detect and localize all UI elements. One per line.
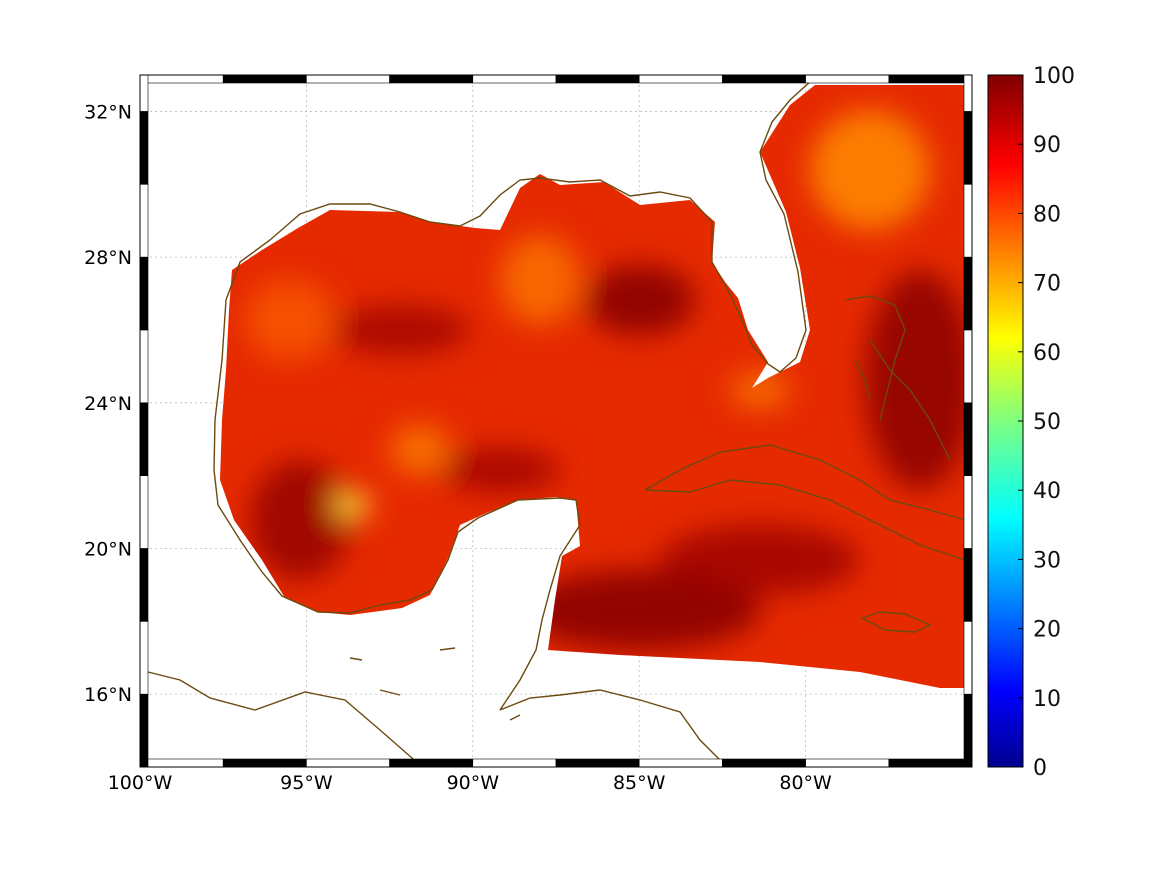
anomaly-south-gulf [520,570,760,650]
frame-segment-right [963,183,973,258]
colorbar-tick-label: 30 [1033,548,1061,573]
gulf-coast-west-south [213,419,581,711]
latitude-tick-label: 24°N [84,393,132,415]
frame-segment-top [222,74,307,84]
frame-segment-bottom [139,758,224,768]
colorbar-tick-label: 0 [1033,756,1047,781]
frame-segment-bottom [888,758,973,768]
central-america-coast [139,669,421,766]
frame-segment-bottom [555,758,640,768]
frame-segment-top [306,74,390,84]
frame-segment-right [963,621,973,695]
latitude-tick-label: 28°N [84,247,132,269]
frame-segment-left [139,111,149,185]
cool-gulf-stream [730,372,790,408]
colorbar [987,74,1024,768]
frame-segment-top [638,74,723,84]
colorbar-tick-label: 10 [1033,687,1061,712]
latitude-tick-label: 16°N [84,684,132,706]
latitude-tick-labels: 32°N 28°N 24°N 20°N 16°N [84,101,132,706]
frame-segment-bottom [222,758,307,768]
colorbar-tick-label: 40 [1033,479,1061,504]
frame-segment-right [963,111,973,185]
frame-segment-bottom [472,758,557,768]
frame-segment-bottom [638,758,723,768]
cuba [644,444,966,561]
frame-segment-left [139,402,149,476]
frame-segment-top [389,74,474,84]
colorbar-tick-label: 100 [1033,64,1075,89]
latitude-tick-label: 32°N [84,101,132,123]
frame-segment-top [472,74,557,84]
colorbar-tick-label: 50 [1033,410,1061,435]
frame-segment-top [722,74,806,84]
anomaly-central-band [330,305,470,355]
map-frame [139,74,973,768]
frame-segment-top [888,74,973,84]
longitude-tick-label: 95°W [280,772,333,794]
gulf-coast-north [214,79,813,421]
cool-atlantic-north [810,110,930,230]
frame-segment-top [555,74,640,84]
colorbar-tick-label: 60 [1033,341,1061,366]
frame-segment-right [963,402,973,476]
min-anomaly [334,493,370,517]
colorbar-tick-label: 80 [1033,202,1061,227]
colorbar-tick-label: 20 [1033,618,1061,643]
anomaly-caribbean [660,525,860,595]
frame-segment-left [139,475,149,549]
frame-segment-right [963,256,973,331]
frame-segment-left [139,329,149,404]
longitude-tick-label: 80°W [779,772,832,794]
anomaly-atlantic [865,270,965,490]
plot-border [139,74,973,768]
latitude-tick-label: 20°N [84,538,132,560]
anomaly-east-gulf [585,265,695,335]
longitude-tick-labels: 100°W 95°W 90°W 85°W 80°W [108,772,832,794]
frame-segment-left [139,74,149,112]
cool-southwest [390,425,450,475]
frame-segment-left [139,621,149,695]
frame-segment-left [139,256,149,331]
frame-segment-bottom [306,758,390,768]
frame-segment-right [963,475,973,549]
colorbar-tick-label: 70 [1033,272,1061,297]
longitude-tick-label: 100°W [108,772,173,794]
frame-segment-right [963,329,973,404]
longitude-tick-label: 90°W [447,772,500,794]
frame-segment-bottom [722,758,806,768]
yucatan-islands [349,647,521,721]
frame-segment-right [963,693,973,768]
frame-segment-left [139,693,149,768]
cool-west-gulf [245,280,335,360]
colorbar-tick-label: 90 [1033,133,1061,158]
frame-segment-top [139,74,224,84]
frame-segment-left [139,183,149,258]
anomaly-yucatan-north [440,448,560,492]
central-america-coast-east [499,689,721,761]
field-anomalies [245,110,965,650]
frame-segment-top [805,74,890,84]
anomaly-campeche [250,460,350,580]
frame-segment-right [963,74,973,112]
frame-segment-left [139,548,149,622]
frame-segment-bottom [389,758,474,768]
bahamas [844,295,951,461]
cool-central-gulf [500,235,580,325]
frame-segment-right [963,548,973,622]
longitude-tick-label: 85°W [613,772,666,794]
jamaica [860,611,932,633]
coastlines [139,79,966,766]
frame-segment-bottom [805,758,890,768]
